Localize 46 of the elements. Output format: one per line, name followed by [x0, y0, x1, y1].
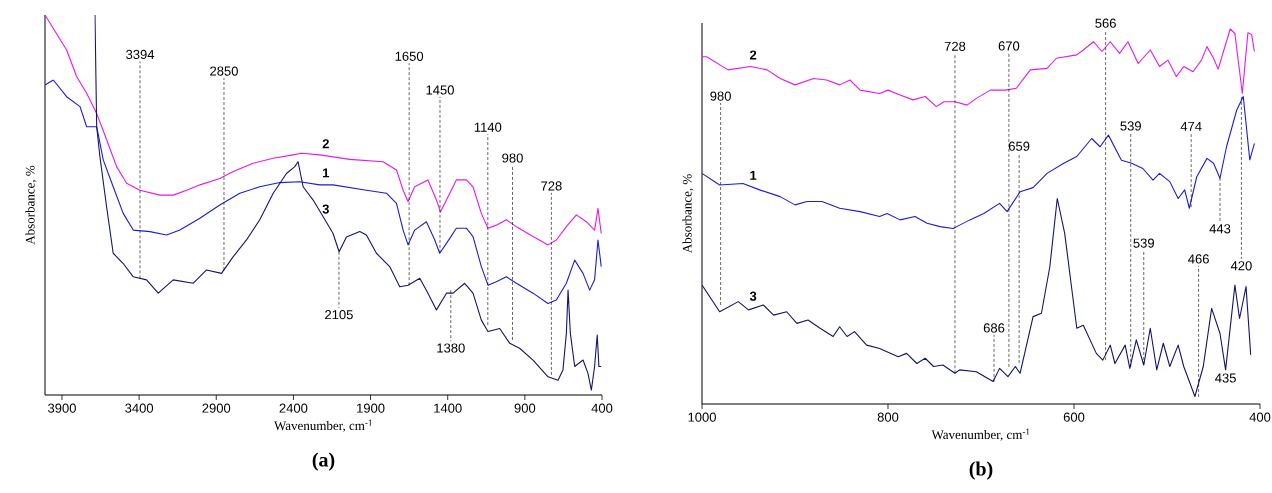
- annotation: 2105: [325, 310, 353, 320]
- annotation: 686: [983, 323, 1005, 333]
- x-tick-label: 3400: [125, 403, 154, 413]
- annotation: 980: [710, 91, 731, 101]
- series-label: 3: [749, 291, 757, 301]
- annotation: 3394: [126, 49, 155, 60]
- annotation: 670: [998, 41, 1020, 51]
- annotation: 566: [1095, 18, 1116, 28]
- series-label: 2: [749, 50, 757, 60]
- series-label: 1: [750, 170, 757, 180]
- text: (b): [969, 461, 993, 480]
- series-label: 3: [322, 204, 329, 214]
- annotation: 1450: [426, 85, 454, 95]
- annotation: 728: [944, 41, 966, 51]
- annotation: 1380: [437, 343, 465, 353]
- x-tick-label: 2400: [279, 403, 308, 413]
- y-axis-title: Absorbance, %: [25, 165, 37, 245]
- series-label: 2: [322, 139, 329, 149]
- x-tick-label: 400: [1249, 412, 1271, 422]
- annotation: 443: [1209, 224, 1231, 234]
- x-tick-label: 600: [1063, 412, 1085, 422]
- x-axis-title: Wavenumber, cm$^{-1}$: [274, 419, 372, 432]
- annotation: 466: [1188, 254, 1209, 264]
- annotation: 539: [1120, 121, 1141, 131]
- x-tick-label: 400: [591, 403, 613, 413]
- annotation: 2850: [210, 66, 238, 76]
- annotation: 728: [541, 181, 562, 191]
- text: (a): [312, 452, 335, 471]
- x-axis-title: Wavenumber, cm$^{-1}$: [931, 428, 1030, 441]
- annotation: 1140: [474, 122, 502, 132]
- annotation: 474: [1180, 121, 1202, 131]
- x-tick-label: 800: [877, 412, 899, 422]
- x-tick-label: 2900: [202, 403, 231, 413]
- annotation: 539: [1133, 238, 1154, 248]
- x-tick-label: 1400: [434, 403, 462, 413]
- annotation: 980: [502, 153, 523, 163]
- x-tick-label: 1900: [357, 403, 385, 413]
- series-label: 1: [323, 168, 330, 178]
- x-tick-label: 1000: [688, 412, 716, 422]
- annotation: 420: [1230, 261, 1252, 271]
- x-tick-label: 900: [514, 403, 536, 413]
- annotation: 659: [1008, 141, 1030, 151]
- y-axis-title: Absorbance, %: [682, 174, 694, 254]
- annotation: 1650: [395, 51, 424, 61]
- annotation: 435: [1215, 373, 1236, 383]
- x-tick-label: 3900: [48, 403, 76, 413]
